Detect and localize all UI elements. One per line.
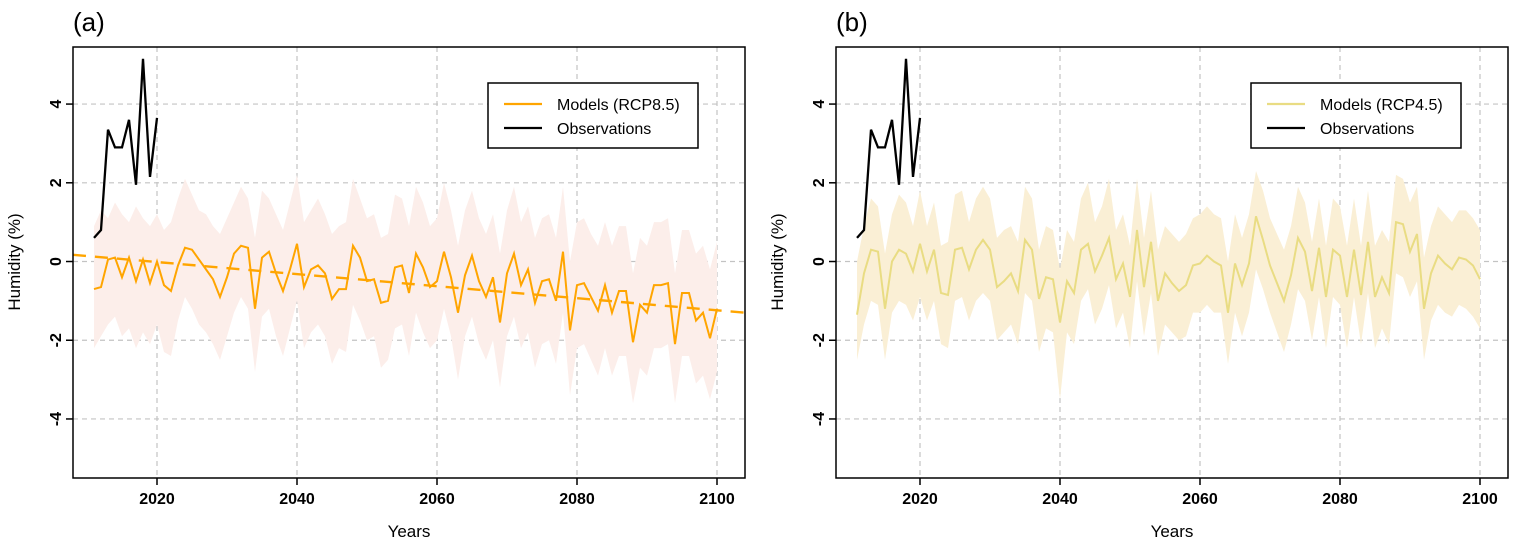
panel-a-plot-layer: 2020 2040 2060 2080 2100 -4 -2 0 2 4 [48,46,746,508]
y-tick-label: 0 [811,257,828,266]
model-spread-rcp85-band [94,174,717,404]
observations-line [856,58,922,239]
x-tick-label: 2060 [419,491,455,508]
legend-label-observations: Observations [1320,121,1414,138]
legend-label-models: Models (RCP8.5) [557,97,680,114]
x-tick-label: 2060 [1182,491,1218,508]
panel-b-yaxis-title: Humidity (%) [768,213,787,310]
observations-line [93,58,159,239]
y-tick-label: -4 [48,412,65,426]
panel-a: (a) 2020 2040 2060 2080 2100 -4 -2 0 2 4 Years Hu… [5,7,746,541]
x-tick-label: 2080 [559,491,595,508]
x-tick-label: 2040 [279,491,315,508]
x-tick-label: 2020 [139,491,175,508]
y-tick-label: -2 [811,333,828,347]
x-tick-label: 2100 [699,491,735,508]
x-tick-label: 2020 [902,491,938,508]
legend-box [1250,82,1462,149]
x-tick-label: 2100 [1462,491,1498,508]
panel-b: (b) 2020 2040 2060 2080 2100 -4 -2 0 2 4 Years Hu… [763,0,1526,547]
plot-box [835,46,1509,479]
panel-a-yaxis-title: Humidity (%) [5,213,24,310]
panel-b-chart: (b) 2020 2040 2060 2080 2100 -4 -2 0 2 4 Years Hu… [768,7,1509,541]
y-tick-label: 2 [811,178,828,187]
y-tick-label: 2 [48,178,65,187]
panel-a-tag: (a) [73,7,105,37]
y-tick-label: -2 [48,333,65,347]
y-tick-label: 4 [48,100,65,109]
legend-label-observations: Observations [557,121,651,138]
plot-box [72,46,746,479]
panel-b-plot-layer: 2020 2040 2060 2080 2100 -4 -2 0 2 4 [811,46,1509,508]
panel-b-legend: Models (RCP4.5) Observations [1250,82,1462,149]
model-spread-rcp45-band [857,170,1480,400]
models-rcp8.5--line [93,242,718,345]
panel-a-xaxis-title: Years [388,522,431,541]
panel-b-xaxis-title: Years [1151,522,1194,541]
y-tick-label: 0 [48,257,65,266]
legend-label-models: Models (RCP4.5) [1320,97,1443,114]
panel-a-legend: Models (RCP8.5) Observations [487,82,699,149]
panel-b-tag: (b) [836,7,868,37]
legend-box [487,82,699,149]
linear-trend-rcp85-line [72,253,746,314]
panel-a-chart: (a) 2020 2040 2060 2080 2100 -4 -2 0 2 4 Years Hu… [5,7,746,541]
y-tick-label: 4 [811,100,828,109]
x-tick-label: 2080 [1322,491,1358,508]
models-rcp4.5--line [856,215,1481,323]
x-tick-label: 2040 [1042,491,1078,508]
y-tick-label: -4 [811,412,828,426]
